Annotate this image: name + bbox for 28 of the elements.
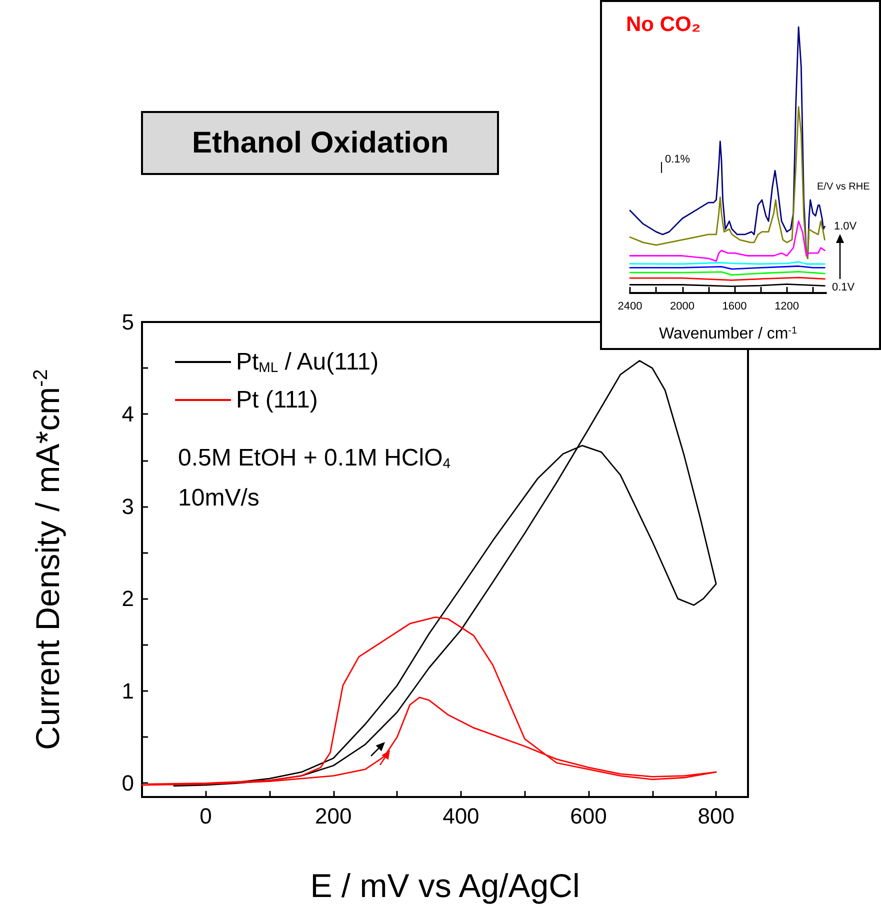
annotation: 10mV/s [178,484,260,512]
x-tick-label: 400 [442,804,480,828]
text: 1.0V [834,220,858,232]
y-tick-label: 2 [122,586,134,612]
legend-label: Pt (111) [236,386,318,414]
annotation: 0.5M EtOH + 0.1M HClO4 [178,444,451,472]
y-tick-label: 3 [122,494,134,519]
x-tick-label: 2000 [670,300,695,312]
y-axis-title: Current Density / mA*cm-2 [29,369,66,750]
y-tick-label: 1 [122,678,134,704]
x-tick-label: 0 [200,804,212,828]
x-tick-label: 200 [315,804,352,828]
x-tick-label: 1600 [722,300,747,312]
legend-label: PtML / Au(111) [236,348,379,376]
y-tick-label: 0 [122,770,134,796]
y-tick-label: 4 [122,402,134,427]
line-series [141,616,717,786]
x-tick-label: 600 [570,804,607,828]
x-tick-label: 1200 [774,300,800,312]
x-tick-label: 800 [698,804,734,828]
x-tick-label: 2400 [618,300,642,312]
chart-title: Ethanol Oxidation [192,126,449,160]
annotation: 0.1% [665,154,690,166]
x-axis-title: E / mV vs Ag/AgCl [310,867,580,904]
annotation: E/V vs RHE [817,182,870,192]
text: 0.1V [832,282,856,294]
chart-title: No CO₂ [626,13,701,36]
y-tick-label: 5 [122,310,134,334]
